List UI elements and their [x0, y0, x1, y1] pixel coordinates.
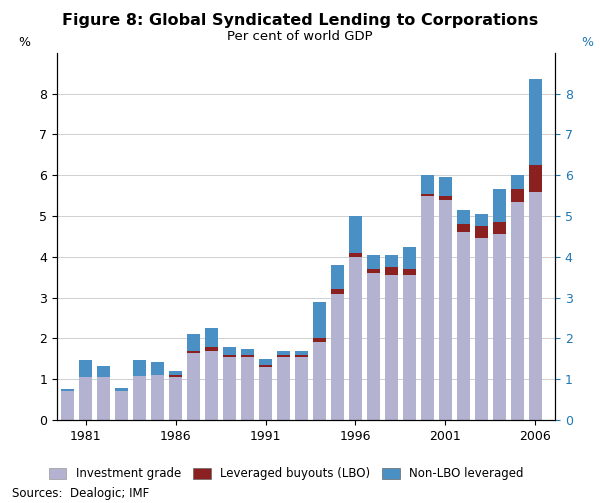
Bar	[421, 196, 434, 420]
Bar	[223, 347, 236, 355]
Bar	[223, 355, 236, 357]
Bar	[241, 355, 254, 357]
Bar	[403, 275, 416, 420]
Bar	[115, 388, 128, 391]
Bar	[61, 389, 74, 391]
Bar	[403, 246, 416, 269]
Bar	[529, 79, 542, 165]
Bar	[511, 190, 524, 202]
Text: Sources:  Dealogic; IMF: Sources: Dealogic; IMF	[12, 487, 149, 500]
Bar	[313, 343, 326, 420]
Bar	[385, 267, 398, 275]
Bar	[133, 361, 146, 376]
Bar	[457, 232, 470, 420]
Bar	[403, 269, 416, 275]
Bar	[349, 216, 362, 253]
Bar	[133, 376, 146, 420]
Bar	[169, 375, 182, 377]
Bar	[295, 357, 308, 420]
Bar	[313, 302, 326, 339]
Text: Per cent of world GDP: Per cent of world GDP	[227, 30, 373, 43]
Bar	[421, 194, 434, 196]
Bar	[493, 234, 506, 420]
Bar	[277, 351, 290, 355]
Bar	[367, 255, 380, 269]
Bar	[187, 333, 200, 351]
Text: %: %	[19, 36, 31, 49]
Bar	[367, 269, 380, 273]
Bar	[277, 357, 290, 420]
Bar	[295, 351, 308, 355]
Bar	[493, 222, 506, 234]
Bar	[277, 355, 290, 357]
Bar	[475, 238, 488, 420]
Bar	[61, 391, 74, 420]
Bar	[367, 273, 380, 420]
Bar	[385, 255, 398, 267]
Bar	[475, 214, 488, 226]
Bar	[79, 360, 92, 377]
Bar	[151, 362, 164, 375]
Bar	[313, 339, 326, 343]
Bar	[493, 190, 506, 222]
Bar	[115, 391, 128, 420]
Bar	[331, 265, 344, 289]
Bar	[205, 328, 218, 347]
Bar	[169, 371, 182, 375]
Bar	[259, 365, 272, 367]
Bar	[259, 367, 272, 420]
Bar	[295, 355, 308, 357]
Bar	[205, 351, 218, 420]
Bar	[457, 210, 470, 224]
Bar	[79, 377, 92, 420]
Bar	[97, 377, 110, 420]
Bar	[511, 202, 524, 420]
Text: %: %	[581, 36, 593, 49]
Bar	[529, 165, 542, 192]
Bar	[187, 351, 200, 353]
Bar	[331, 294, 344, 420]
Bar	[529, 192, 542, 420]
Bar	[349, 257, 362, 420]
Text: Figure 8: Global Syndicated Lending to Corporations: Figure 8: Global Syndicated Lending to C…	[62, 13, 538, 28]
Bar	[151, 375, 164, 420]
Bar	[421, 175, 434, 194]
Bar	[439, 177, 452, 196]
Bar	[385, 275, 398, 420]
Bar	[97, 366, 110, 377]
Bar	[457, 224, 470, 232]
Bar	[169, 377, 182, 420]
Bar	[241, 349, 254, 355]
Bar	[205, 347, 218, 351]
Legend: Investment grade, Leveraged buyouts (LBO), Non-LBO leveraged: Investment grade, Leveraged buyouts (LBO…	[44, 463, 528, 485]
Bar	[439, 196, 452, 200]
Bar	[511, 175, 524, 190]
Bar	[439, 200, 452, 420]
Bar	[475, 226, 488, 238]
Bar	[187, 353, 200, 420]
Bar	[223, 357, 236, 420]
Bar	[331, 289, 344, 294]
Bar	[349, 253, 362, 257]
Bar	[259, 359, 272, 365]
Bar	[241, 357, 254, 420]
